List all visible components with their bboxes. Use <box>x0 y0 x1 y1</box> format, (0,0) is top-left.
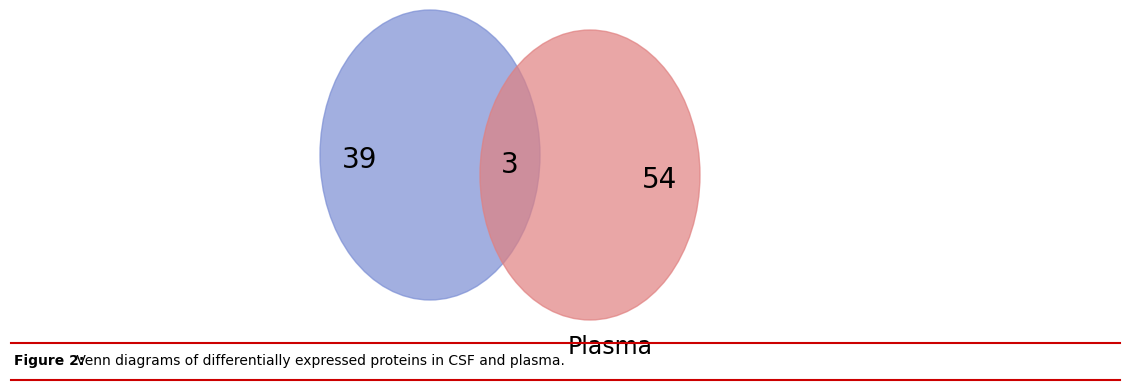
Text: 3: 3 <box>501 151 519 179</box>
Text: Plasma: Plasma <box>568 335 653 359</box>
Text: Venn diagrams of differentially expressed proteins in CSF and plasma.: Venn diagrams of differentially expresse… <box>72 354 566 368</box>
Ellipse shape <box>320 10 539 300</box>
Ellipse shape <box>480 30 700 320</box>
Text: Figure 2:: Figure 2: <box>14 354 84 368</box>
Text: 54: 54 <box>642 166 677 194</box>
Text: 39: 39 <box>343 146 378 174</box>
